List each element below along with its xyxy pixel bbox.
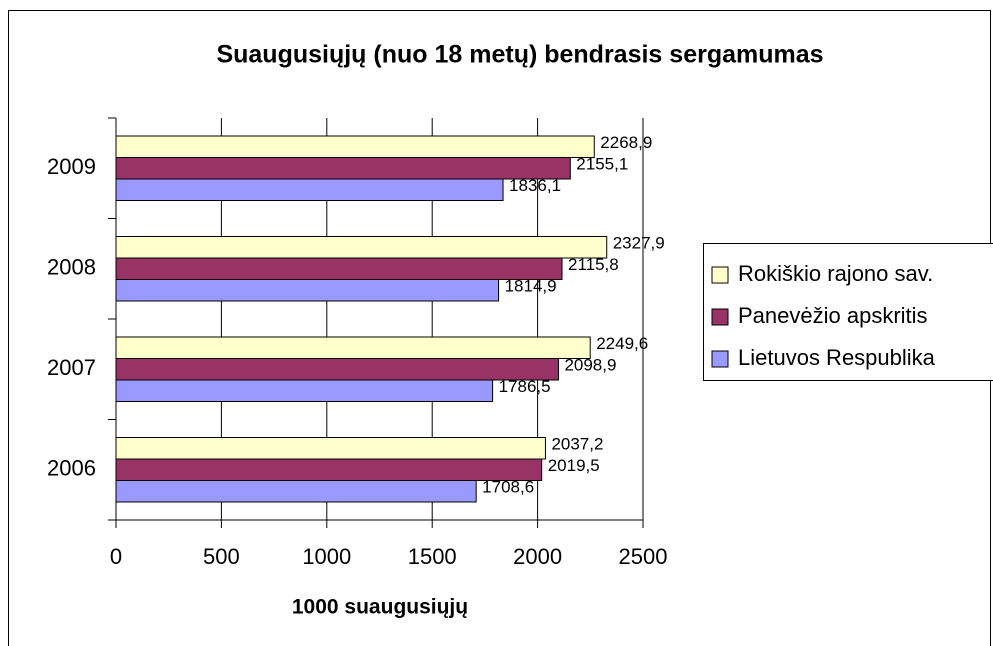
- value-label: 2155,1: [576, 155, 628, 174]
- value-label: 2098,9: [564, 356, 616, 375]
- y-tick-label: 2006: [47, 456, 96, 481]
- bar: [115, 178, 504, 201]
- bar: [115, 379, 494, 402]
- bar: [115, 236, 608, 259]
- x-tick-label: 500: [203, 544, 240, 569]
- bar: [115, 437, 546, 460]
- bar: [115, 135, 595, 158]
- y-tick-label: 2009: [47, 154, 96, 179]
- legend-label: Panevėžio apskritis: [738, 303, 928, 328]
- x-axis-title: 1000 suaugusiųjų: [292, 596, 468, 619]
- bar: [115, 257, 563, 280]
- value-label: 1814,9: [505, 277, 557, 296]
- x-tick-label: 1000: [302, 544, 351, 569]
- value-label: 2115,8: [568, 255, 619, 274]
- legend-label: Rokiškio rajono sav.: [738, 261, 933, 286]
- legend-swatch: [711, 266, 729, 284]
- bar: [115, 480, 477, 503]
- legend-swatch: [711, 308, 729, 326]
- y-tick-label: 2008: [47, 255, 96, 280]
- value-label: 2268,9: [600, 133, 652, 152]
- value-label: 2037,2: [551, 435, 603, 454]
- value-label: 2327,9: [613, 234, 665, 253]
- x-tick-label: 0: [110, 544, 122, 569]
- legend-box: [703, 243, 993, 381]
- x-tick-label: 1500: [408, 544, 457, 569]
- bar: [115, 336, 591, 359]
- x-tick-label: 2500: [619, 544, 668, 569]
- x-tick-label: 2000: [513, 544, 562, 569]
- value-label: 1836,1: [509, 176, 561, 195]
- bar: [115, 358, 559, 381]
- value-label: 1786,5: [499, 377, 551, 396]
- value-label: 2019,5: [548, 456, 600, 475]
- chart-title: Suaugusiųjų (nuo 18 metų) bendrasis serg…: [216, 41, 823, 69]
- y-tick-label: 2007: [47, 355, 96, 380]
- legend-label: Lietuvos Respublika: [738, 345, 936, 370]
- value-label: 1708,6: [482, 478, 534, 497]
- bar: [115, 157, 571, 180]
- value-label: 2249,6: [596, 334, 648, 353]
- bar: [115, 458, 543, 481]
- bar: [115, 279, 500, 302]
- legend-swatch: [711, 350, 729, 368]
